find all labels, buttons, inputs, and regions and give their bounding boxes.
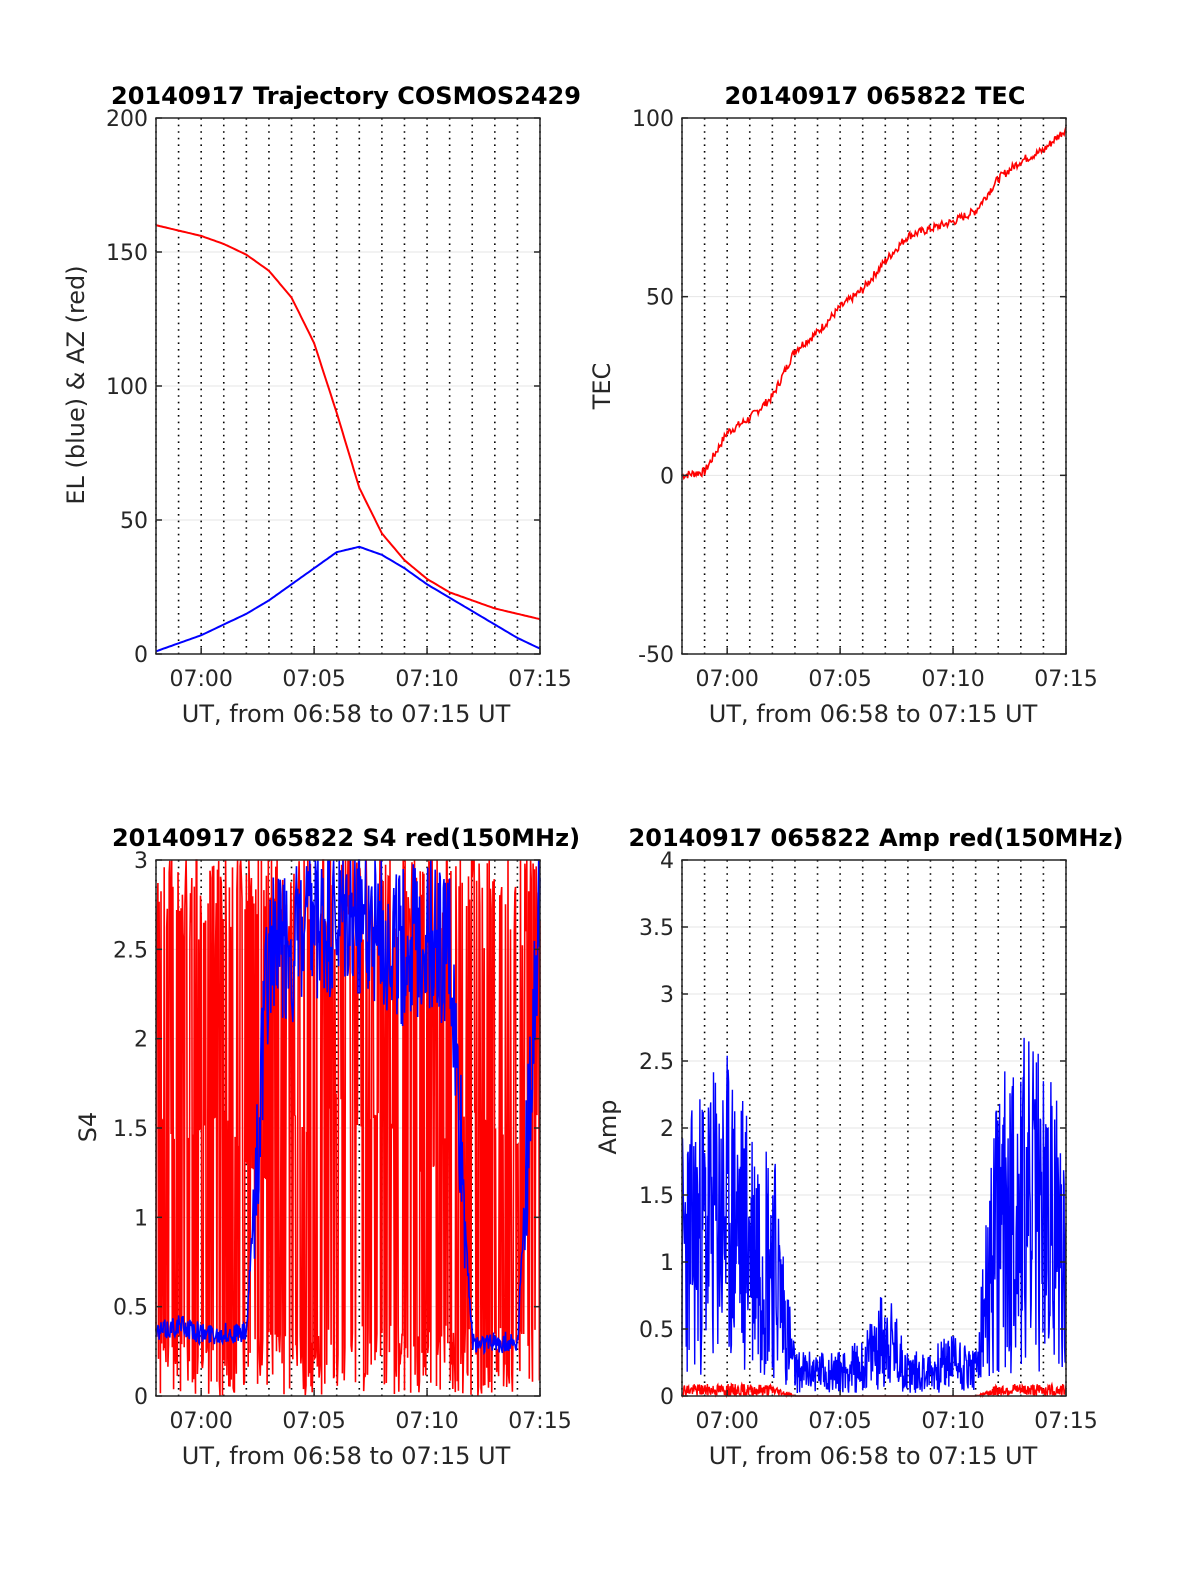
y-axis-label: TEC	[588, 363, 616, 411]
y-tick-label: 3.5	[639, 916, 674, 941]
x-tick-label: 07:05	[282, 1409, 345, 1434]
panel-title: 20140917 065822 TEC	[725, 82, 1026, 110]
panel-title: 20140917 065822 Amp red(150MHz)	[629, 824, 1124, 852]
y-tick-label: 200	[106, 107, 148, 132]
x-tick-label: 07:00	[695, 1409, 758, 1434]
y-tick-label: 2.5	[639, 1050, 674, 1075]
x-tick-label: 07:15	[1034, 667, 1097, 692]
y-tick-label: 4	[660, 849, 674, 874]
y-tick-label: 50	[646, 286, 674, 311]
series-line	[155, 224, 541, 621]
y-axis-label: S4	[74, 1112, 102, 1143]
series-line	[681, 1037, 1067, 1394]
y-tick-label: 2	[134, 1028, 148, 1053]
y-axis-label: Amp	[594, 1099, 622, 1154]
x-tick-label: 07:00	[695, 667, 758, 692]
x-tick-label: 07:10	[921, 667, 984, 692]
y-tick-label: 100	[632, 107, 674, 132]
x-tick-label: 07:10	[395, 667, 458, 692]
x-tick-label: 07:15	[508, 667, 571, 692]
x-axis-label: UT, from 06:58 to 07:15 UT	[182, 1442, 511, 1470]
series-line	[681, 126, 1067, 481]
trajectory-panel: 0 50 100 150 200 07:00 07:05 07:10 07:15 20140917…	[62, 82, 581, 728]
x-tick-label: 07:10	[395, 1409, 458, 1434]
y-tick-label: 1.5	[639, 1184, 674, 1209]
y-tick-label: 0	[134, 1385, 148, 1410]
x-tick-label: 07:15	[1034, 1409, 1097, 1434]
x-tick-label: 07:05	[282, 667, 345, 692]
panel-title: 20140917 065822 S4 red(150MHz)	[112, 824, 580, 852]
y-tick-label: 0.5	[639, 1318, 674, 1343]
x-tick-label: 07:05	[808, 667, 871, 692]
x-tick-label: 07:05	[808, 1409, 871, 1434]
plot-area	[682, 118, 1066, 654]
y-tick-label: 50	[120, 509, 148, 534]
y-tick-label: 0	[660, 464, 674, 489]
amp-panel: 0 0.5 1 1.5 2 2.5 3 3.5 4 07:00 07:05 07:10 07:15 201…	[594, 824, 1123, 1470]
series-line	[155, 859, 541, 1356]
x-axis-label: UT, from 06:58 to 07:15 UT	[709, 700, 1038, 728]
y-tick-label: -50	[638, 643, 674, 668]
x-axis-label: UT, from 06:58 to 07:15 UT	[182, 700, 511, 728]
s4-panel: 0 0.5 1 1.5 2 2.5 3 07:00 07:05 07:10 07:15 2014091…	[74, 824, 580, 1470]
axes-box	[681, 117, 1067, 655]
y-tick-label: 2	[660, 1117, 674, 1142]
tec-panel: -50 0 50 100 07:00 07:05 07:10 07:15 20140917 06…	[588, 82, 1098, 728]
x-axis-label: UT, from 06:58 to 07:15 UT	[709, 1442, 1038, 1470]
y-tick-label: 3	[660, 983, 674, 1008]
panel-title: 20140917 Trajectory COSMOS2429	[111, 82, 581, 110]
y-tick-label: 3	[134, 849, 148, 874]
x-tick-label: 07:00	[169, 1409, 232, 1434]
y-tick-label: 150	[106, 241, 148, 266]
y-axis-label: EL (blue) & AZ (red)	[62, 265, 90, 504]
y-tick-label: 1	[660, 1251, 674, 1276]
x-tick-label: 07:00	[169, 667, 232, 692]
y-tick-label: 100	[106, 375, 148, 400]
y-tick-label: 2.5	[113, 938, 148, 963]
x-tick-label: 07:10	[921, 1409, 984, 1434]
y-tick-label: 1.5	[113, 1117, 148, 1142]
x-tick-label: 07:15	[508, 1409, 571, 1434]
y-tick-label: 0.5	[113, 1296, 148, 1321]
y-tick-label: 0	[134, 643, 148, 668]
y-tick-label: 0	[660, 1385, 674, 1410]
y-tick-label: 1	[134, 1206, 148, 1231]
series-line	[155, 545, 541, 653]
